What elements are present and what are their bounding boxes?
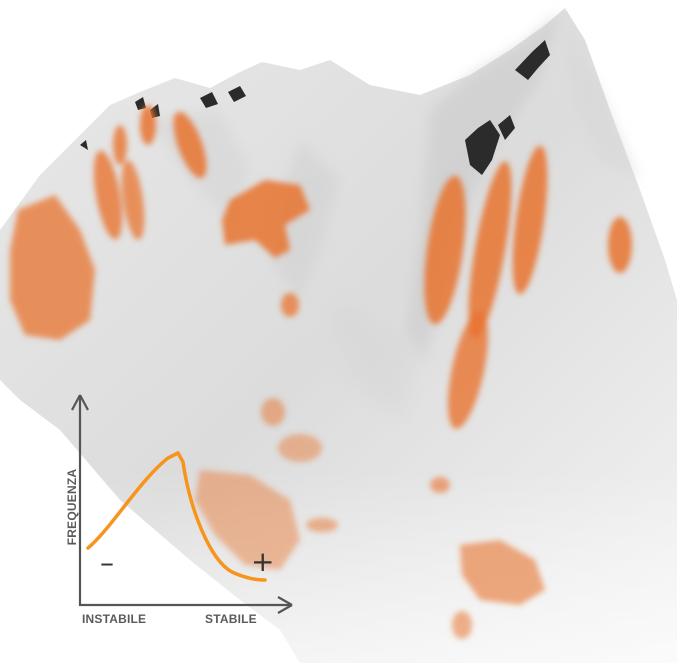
plus-sign: +: [251, 545, 275, 578]
y-axis-arrow: [71, 394, 89, 411]
ridge-shadow: [560, 20, 640, 180]
ridge-shadow: [330, 300, 420, 420]
frequency-curve: [86, 451, 267, 582]
orange-patches: [10, 105, 632, 639]
x-axis-arrow: [277, 596, 293, 614]
x-axis-label-left: INSTABILE: [82, 612, 147, 626]
ridge-shadow: [270, 140, 340, 300]
axes: [78, 395, 290, 607]
y-axis-label: FREQUENZA: [65, 468, 79, 546]
x-axis-label-right: STABILE: [205, 612, 257, 626]
rock-outcrops: [80, 40, 550, 175]
minus-sign: –: [100, 546, 114, 579]
